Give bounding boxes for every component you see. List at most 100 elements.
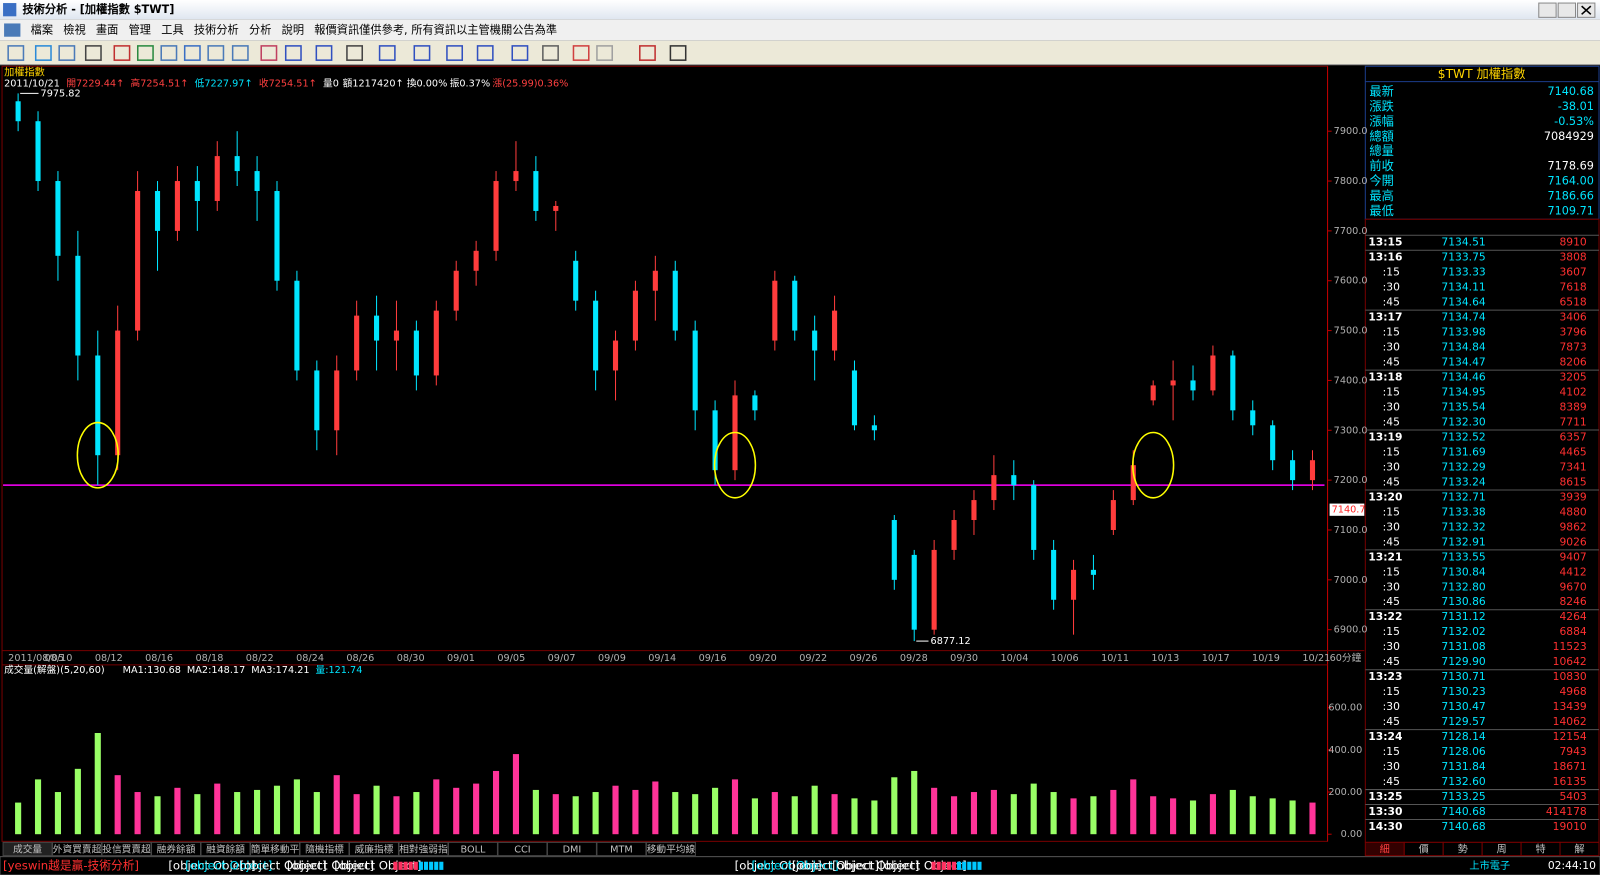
tick-time: 13:18 (1368, 371, 1402, 384)
volume-bar (931, 787, 938, 835)
status-sector: 上市電子 (1469, 859, 1510, 872)
toolbar-button[interactable] (58, 45, 76, 61)
toolbar-button[interactable] (596, 45, 614, 61)
indicator-tab-label: 簡單移動平 (251, 843, 300, 856)
x-tick-label: 10/19 (1252, 653, 1280, 664)
toolbar-button[interactable] (84, 45, 102, 61)
menu-item[interactable]: 畫面 (96, 23, 118, 37)
tick-time: :45 (1383, 296, 1400, 309)
toolbar-button[interactable] (346, 45, 364, 61)
y-tick-label: 7100.0 (1334, 525, 1368, 536)
toolbar-button[interactable] (7, 45, 25, 61)
panel-tab-label: 特 (1535, 844, 1545, 856)
x-tick-label: 10/04 (1000, 653, 1028, 664)
toolbar-button[interactable] (160, 45, 178, 61)
indicator-tab[interactable] (645, 841, 696, 857)
tick-volume: 9862 (1559, 520, 1586, 533)
status-bar-meter (403, 861, 408, 870)
volume-legend: 量:121.74 (316, 664, 363, 676)
toolbar-button[interactable] (669, 45, 687, 61)
volume-title: 成交量(解盤)(5,20,60) (4, 663, 105, 676)
notice: 報價資訊僅供參考, 所有資訊以主管機關公告為準 (314, 23, 557, 37)
toolbar-button[interactable] (572, 45, 590, 61)
candle-body (712, 410, 718, 471)
menu-item[interactable]: 工具 (161, 24, 183, 37)
volume-bar (273, 785, 281, 835)
tick-time: 14:30 (1368, 820, 1402, 833)
minimize-button[interactable] (1538, 2, 1557, 18)
quote-label: 總額 (1369, 128, 1393, 143)
candle-body (234, 156, 240, 172)
volume-bar (453, 787, 460, 835)
toolbar-button[interactable] (34, 45, 52, 61)
candle-body (493, 181, 499, 251)
tick-volume: 4465 (1559, 445, 1586, 458)
tick-time: 13:23 (1368, 670, 1402, 683)
indicator-tab-label: CCI (514, 845, 530, 856)
volume-bar (911, 770, 918, 835)
tick-time: 13:20 (1368, 490, 1402, 503)
tick-price: 7133.98 (1441, 326, 1485, 339)
quote-value: 7164.00 (1547, 175, 1593, 188)
menu-item[interactable]: 技術分析 (194, 23, 239, 37)
menu-bar (0, 19, 1600, 41)
toolbar-button[interactable] (231, 45, 249, 61)
menu-item[interactable]: 說明 (282, 23, 304, 37)
tick-price: 7133.38 (1441, 505, 1485, 518)
toolbar (0, 40, 1600, 66)
volume-bar (1229, 789, 1236, 835)
candle-body (1051, 549, 1057, 600)
toolbar-button[interactable] (542, 45, 559, 61)
toolbar-button[interactable] (260, 45, 278, 61)
toolbar-button[interactable] (183, 45, 201, 61)
toolbar-button[interactable] (378, 45, 396, 61)
x-tick-label: 08/10 (45, 653, 73, 664)
toolbar-button[interactable] (476, 45, 494, 61)
title-bar (0, 0, 1600, 20)
toolbar-button[interactable] (413, 45, 431, 61)
quote-label: 漲幅 (1369, 113, 1393, 128)
candle-body (891, 520, 897, 580)
toolbar-button[interactable] (284, 45, 302, 61)
status-bar-meter (413, 861, 418, 870)
panel-tab[interactable] (1559, 841, 1600, 857)
toolbar-button[interactable] (511, 45, 529, 61)
toolbar-button[interactable] (207, 45, 225, 61)
toolbar-button[interactable] (446, 45, 464, 61)
toolbar-button[interactable] (315, 45, 333, 61)
tick-volume: 5403 (1559, 790, 1586, 803)
candle-body (951, 520, 957, 550)
x-tick-label: 09/14 (648, 653, 676, 664)
status-bar-meter (931, 861, 936, 870)
candle-body (354, 315, 360, 371)
candle-body (473, 250, 479, 271)
volume-bar (1050, 792, 1057, 835)
maximize-button[interactable] (1557, 2, 1577, 18)
menu-item[interactable]: 檔案 (31, 23, 53, 37)
toolbar-button[interactable] (113, 45, 131, 61)
tick-price: 7130.71 (1441, 670, 1485, 683)
toolbar-button[interactable] (639, 45, 656, 61)
x-tick-label: 10/11 (1101, 653, 1129, 664)
quote-header: $TWT 加權指數 (1438, 66, 1526, 81)
status-bar-meter (936, 861, 941, 870)
panel-tab-label: 細 (1380, 843, 1390, 856)
tick-price: 7133.55 (1441, 550, 1485, 563)
menu-item[interactable]: 分析 (249, 23, 271, 37)
volume-bar (1150, 796, 1157, 835)
menu-item[interactable]: 管理 (129, 23, 151, 37)
x-unit: 60分鐘 (1330, 651, 1362, 664)
tick-time: 13:15 (1368, 236, 1402, 249)
tick-price: 7134.84 (1441, 341, 1485, 354)
volume-bar (194, 794, 201, 835)
candle-body (95, 355, 101, 456)
x-tick-label: 09/26 (850, 653, 878, 664)
menu-item[interactable]: 檢視 (63, 23, 85, 37)
tick-price: 7129.90 (1441, 655, 1485, 668)
app-icon (3, 3, 17, 17)
last-price-box (1329, 503, 1365, 516)
toolbar-button[interactable] (136, 45, 154, 61)
volume-bar (1090, 796, 1097, 835)
candle-body (593, 300, 599, 371)
info-item: 量0 (323, 78, 339, 90)
